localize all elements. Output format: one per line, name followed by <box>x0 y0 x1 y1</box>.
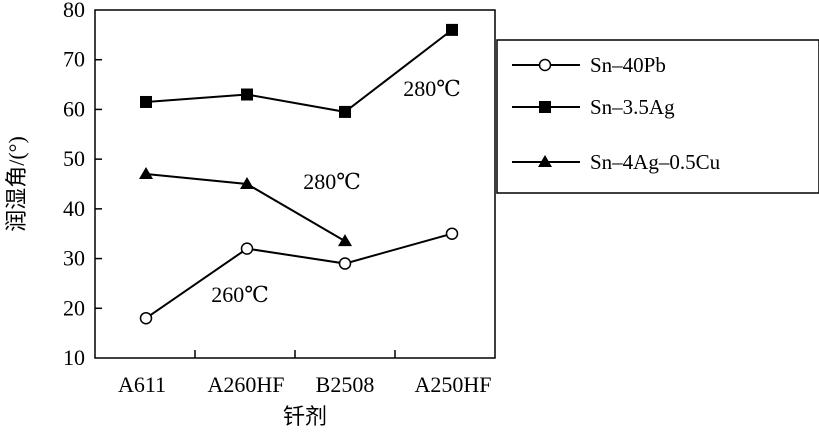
y-tick-label: 80 <box>63 0 85 22</box>
y-tick-label: 10 <box>63 345 85 370</box>
series-line-1 <box>145 232 453 320</box>
x-tick-label: A250HF <box>414 372 491 397</box>
temperature-annotation: 260℃ <box>211 282 269 307</box>
series-line-2 <box>145 29 453 113</box>
x-axis-label: 钎剂 <box>283 404 327 429</box>
x-tick-label: A611 <box>118 372 166 397</box>
series-1-point <box>139 311 153 325</box>
series-2-point <box>446 23 458 36</box>
legend-label: Sn–3.5Ag <box>590 95 675 119</box>
legend-label: Sn–40Pb <box>590 53 666 77</box>
series-3-point <box>240 177 254 189</box>
y-tick-label: 20 <box>63 295 85 320</box>
x-tick-label: B2508 <box>316 372 375 397</box>
series-3-point <box>338 234 352 247</box>
legend-label: Sn–4Ag–0.5Cu <box>590 150 721 174</box>
legend-marker <box>539 101 551 113</box>
series-3-point <box>139 167 153 180</box>
series-1-point <box>240 242 254 255</box>
y-tick-label: 40 <box>63 196 85 221</box>
y-tick-label: 70 <box>63 47 85 72</box>
temperature-annotation: 280℃ <box>403 76 461 101</box>
y-tick-label: 30 <box>63 246 85 271</box>
y-tick-label: 60 <box>63 96 85 121</box>
x-tick-label: A260HF <box>207 372 284 397</box>
series-2-point <box>140 95 152 108</box>
series-1-point <box>445 227 459 240</box>
legend-box <box>496 39 819 194</box>
plot-frame <box>94 9 496 359</box>
series-2-point <box>241 88 253 101</box>
y-axis-label: 润湿角/(°) <box>4 136 29 232</box>
series-2-point <box>339 105 351 118</box>
series-1-point <box>338 257 352 270</box>
legend-marker <box>538 58 552 72</box>
temperature-annotation: 280℃ <box>303 169 361 194</box>
y-tick-label: 50 <box>63 146 85 171</box>
legend-marker <box>538 155 552 167</box>
